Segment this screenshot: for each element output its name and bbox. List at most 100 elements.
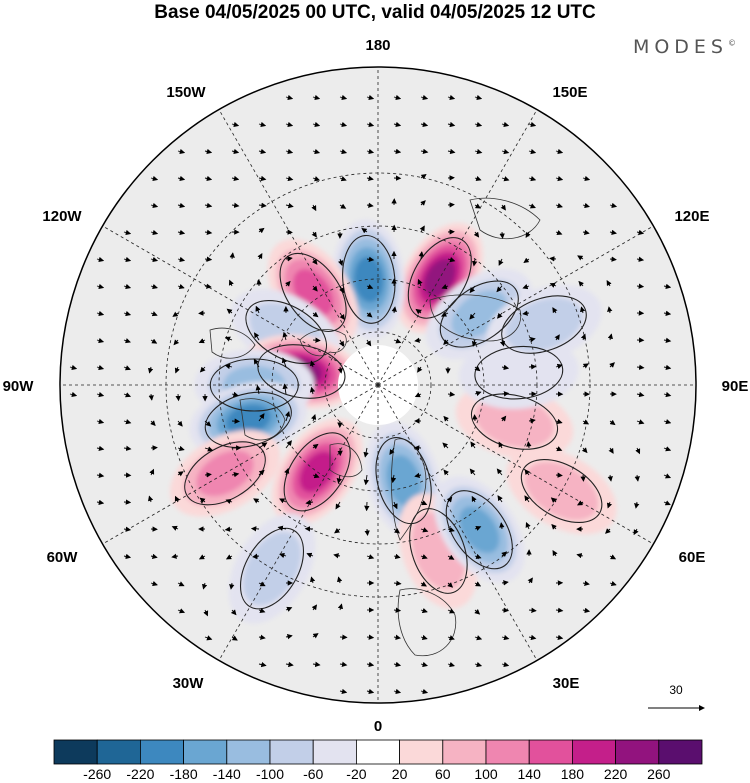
wind-vector-374 — [501, 607, 509, 613]
wind-vector-386 — [420, 634, 428, 641]
wind-vector-193 — [528, 364, 537, 370]
wind-vector-370 — [393, 607, 402, 613]
wind-vector-135 — [123, 310, 132, 317]
colorbar-tick-4: -140 — [213, 766, 241, 782]
wind-vector-117 — [228, 279, 234, 287]
wind-vector-325 — [123, 553, 132, 560]
anomaly-contour-13 — [445, 490, 513, 570]
wind-vector-239 — [96, 445, 105, 452]
anomaly-contour-15 — [470, 393, 559, 450]
wind-vector-194 — [555, 363, 563, 370]
wind-vector-404 — [393, 688, 402, 695]
latitude-circle-75 — [324, 331, 432, 439]
wind-vector-177 — [663, 337, 672, 343]
wind-vector-230 — [443, 415, 450, 422]
colorbar-swatch-8 — [355, 739, 400, 765]
wind-vector-206 — [255, 384, 261, 395]
wind-vector-188 — [337, 366, 343, 374]
wind-vector-50 — [528, 176, 537, 182]
colorbar-swatch-14 — [615, 739, 660, 765]
wind-vector-80 — [361, 227, 368, 234]
wind-vector-69 — [582, 202, 590, 209]
wind-vector-332 — [306, 552, 314, 558]
wind-vector-212 — [501, 391, 510, 397]
wind-vector-159 — [173, 339, 180, 346]
wind-vector-41 — [285, 175, 294, 182]
colorbar-tick-8: 20 — [392, 766, 408, 782]
wind-vector-168 — [414, 337, 422, 343]
wind-vector-86 — [525, 231, 531, 238]
colorbar-swatch-10 — [442, 739, 487, 765]
wind-vector-344 — [150, 580, 158, 587]
wind-vector-350 — [309, 576, 316, 584]
wind-vector-384 — [366, 634, 375, 640]
wind-vector-82 — [419, 225, 425, 233]
wind-vector-52 — [582, 175, 591, 182]
wind-vector-252 — [442, 442, 449, 449]
wind-vector-157 — [123, 338, 131, 344]
wind-vector-108 — [549, 256, 557, 262]
wind-vector-260 — [663, 446, 672, 452]
wind-vector-153 — [607, 306, 613, 314]
wind-vector-127 — [496, 285, 503, 293]
wind-vector-22 — [204, 148, 213, 155]
wind-vector-234 — [555, 418, 563, 425]
colorbar-swatch-15 — [658, 739, 703, 765]
wind-vector-136 — [150, 311, 158, 317]
wind-vector-92 — [123, 256, 132, 263]
map-title: Base 04/05/2025 00 UTC, valid 04/05/2025… — [154, 2, 596, 23]
wind-vector-393 — [285, 661, 294, 668]
wind-vector-240 — [123, 445, 132, 451]
wind-vector-385 — [393, 634, 401, 640]
wind-vector-59 — [311, 204, 317, 212]
wind-vector-106 — [498, 258, 504, 266]
wind-vector-172 — [528, 337, 536, 343]
wind-vector-122 — [366, 284, 374, 290]
brand-text: MODES — [632, 36, 728, 58]
wind-vector-164 — [312, 337, 321, 343]
wind-vector-348 — [258, 581, 266, 587]
wind-vector-170 — [471, 339, 478, 347]
wind-vector-199 — [69, 391, 78, 398]
wind-vector-46 — [420, 173, 427, 180]
wind-vector-364 — [230, 609, 237, 616]
wind-vector-191 — [474, 365, 481, 372]
wind-vector-4 — [366, 94, 375, 101]
wind-vector-114 — [150, 283, 158, 290]
wind-vector-391 — [555, 634, 564, 641]
colorbar-swatch-12 — [528, 739, 573, 765]
wind-vector-195 — [582, 363, 589, 369]
wind-vector-104 — [447, 257, 456, 263]
wind-vector-15 — [393, 121, 402, 128]
wind-vector-200 — [96, 391, 105, 398]
wind-vector-182 — [174, 366, 180, 374]
wind-vector-355 — [447, 582, 454, 588]
wind-vector-319 — [499, 522, 505, 530]
anomaly-contour-9 — [283, 432, 351, 512]
wind-vector-183 — [199, 366, 206, 373]
wind-vector-258 — [608, 447, 614, 454]
wind-vector-40 — [258, 175, 267, 182]
wind-vector-73 — [177, 229, 186, 236]
colorbar-swatch-7 — [312, 739, 357, 765]
lon-label-60e: 60E — [679, 549, 706, 566]
wind-vector-264 — [177, 471, 184, 477]
wind-vector-192 — [501, 364, 510, 371]
wind-vector-103 — [418, 251, 424, 260]
wind-vector-133 — [663, 283, 672, 290]
wind-vector-173 — [554, 334, 560, 341]
wind-vector-317 — [447, 526, 455, 533]
lon-label-0: 0 — [374, 718, 382, 735]
wind-vector-89 — [609, 229, 617, 236]
wind-vector-396 — [366, 661, 375, 668]
wind-vector-329 — [225, 554, 233, 560]
wind-vector-171 — [499, 339, 506, 347]
wind-vector-279 — [580, 474, 586, 482]
wind-vector-280 — [607, 474, 613, 482]
wind-vector-31 — [447, 148, 456, 155]
colorbar-swatch-1 — [53, 739, 98, 765]
wind-vector-296 — [446, 496, 453, 503]
wind-vector-217 — [636, 391, 645, 398]
wind-vector-285 — [147, 495, 154, 503]
